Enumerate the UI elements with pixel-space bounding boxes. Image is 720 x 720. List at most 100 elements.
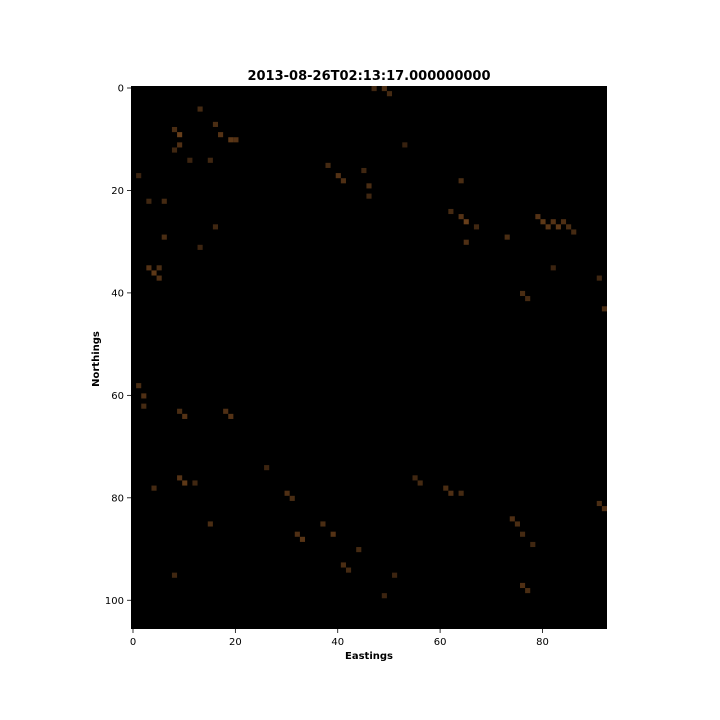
heatmap-cell — [550, 265, 556, 271]
heatmap-cell — [340, 562, 346, 568]
heatmap-cell — [371, 86, 377, 92]
heatmap-cell — [228, 137, 234, 143]
heatmap-cell — [443, 485, 449, 491]
heatmap-cell — [366, 183, 372, 189]
heatmap-cell — [386, 91, 393, 97]
image-plot-area — [131, 86, 607, 629]
heatmap-cell — [504, 234, 510, 240]
heatmap-cell — [417, 480, 423, 486]
x-tick-label: 40 — [331, 637, 344, 648]
heatmap-cell — [177, 475, 183, 481]
heatmap-cell — [596, 500, 602, 507]
heatmap-cell — [448, 208, 454, 215]
x-axis-label: Eastings — [345, 651, 393, 662]
x-tick-label: 80 — [536, 637, 549, 648]
heatmap-cell — [182, 480, 188, 486]
x-axis: 0 20 40 60 80 — [130, 629, 549, 648]
heatmap-cell — [289, 495, 295, 501]
heatmap-cell — [412, 475, 418, 481]
heatmap-cell — [601, 506, 607, 512]
heatmap-cell — [299, 536, 306, 542]
y-axis-label: Northings — [91, 331, 102, 387]
heatmap-cell — [161, 198, 167, 204]
heatmap-cell — [320, 521, 326, 527]
heatmap-cell — [571, 229, 577, 235]
heatmap-cell — [171, 147, 178, 153]
heatmap-cell — [473, 224, 480, 230]
heatmap-cell — [335, 173, 341, 179]
heatmap-cell — [197, 244, 203, 250]
heatmap-cell — [136, 173, 142, 179]
heatmap-cell — [197, 106, 203, 112]
heatmap-cell — [560, 219, 567, 225]
heatmap-cell — [212, 224, 219, 230]
y-tick-label: 20 — [111, 186, 124, 197]
heatmap-cell — [207, 157, 213, 163]
heatmap-cell — [182, 413, 188, 419]
heatmap-cell — [325, 162, 331, 168]
heatmap-cell — [366, 193, 372, 199]
y-tick-label: 100 — [105, 596, 124, 607]
heatmap-cell — [171, 126, 178, 133]
heatmap-cell — [146, 198, 152, 204]
heatmap-cell — [177, 408, 183, 414]
heatmap-cell — [525, 296, 531, 302]
heatmap-cell — [192, 480, 198, 486]
heatmap-cell — [187, 157, 193, 163]
heatmap-cell — [177, 142, 183, 148]
heatmap-cell — [509, 516, 515, 522]
heatmap-cell — [207, 521, 213, 527]
heatmap-cell — [402, 142, 408, 148]
chart-title: 2013-08-26T02:13:17.000000000 — [247, 69, 490, 84]
heatmap-cell — [345, 567, 352, 573]
heatmap-cell — [146, 265, 152, 271]
heatmap-cell — [381, 86, 387, 92]
heatmap-cell — [458, 490, 464, 496]
heatmap-cell — [566, 224, 572, 230]
heatmap-cell — [540, 219, 546, 225]
heatmap-cell — [294, 531, 300, 537]
heatmap-cell — [514, 521, 520, 527]
heatmap-cell — [151, 270, 157, 276]
heatmap-cell — [151, 485, 157, 491]
heatmap-cell — [233, 137, 239, 143]
heatmap-cell — [596, 275, 602, 281]
heatmap-cell — [161, 234, 167, 240]
heatmap-cell — [381, 593, 387, 599]
y-axis: 0 20 40 60 80 100 — [105, 84, 131, 607]
heatmap-cell — [519, 290, 526, 297]
heatmap-cell — [356, 547, 362, 553]
heatmap-cell — [136, 383, 142, 389]
heatmap-cell — [284, 490, 290, 496]
heatmap-cell — [601, 306, 607, 312]
heatmap-cell — [171, 572, 178, 578]
x-tick-label: 60 — [434, 637, 447, 648]
y-tick-label: 60 — [111, 391, 124, 402]
heatmap-cell — [458, 178, 464, 184]
heatmap-cell — [264, 465, 270, 471]
heatmap-cell — [448, 490, 454, 496]
heatmap-cell — [141, 403, 147, 409]
heatmap-cell — [340, 178, 346, 184]
heatmap-cell — [458, 214, 464, 220]
heatmap-cell — [550, 219, 556, 225]
heatmap-cell — [519, 582, 526, 589]
heatmap-cell — [218, 132, 224, 138]
y-tick-label: 0 — [118, 84, 124, 95]
x-tick-label: 0 — [130, 637, 136, 648]
heatmap-cell — [463, 219, 469, 225]
x-tick-label: 20 — [229, 637, 242, 648]
heatmap-cells — [136, 86, 607, 599]
heatmap-cell — [228, 413, 234, 419]
heatmap-cell — [530, 541, 536, 548]
heatmap-cell — [141, 393, 147, 399]
heatmap-cell — [361, 167, 367, 174]
heatmap-cell — [545, 224, 551, 230]
heatmap-cell — [156, 265, 162, 271]
heatmap-cell — [535, 214, 541, 220]
heatmap-cell — [519, 531, 526, 537]
heatmap-cell — [463, 239, 469, 245]
y-tick-label: 40 — [111, 288, 124, 299]
heatmap-cell — [555, 224, 561, 230]
